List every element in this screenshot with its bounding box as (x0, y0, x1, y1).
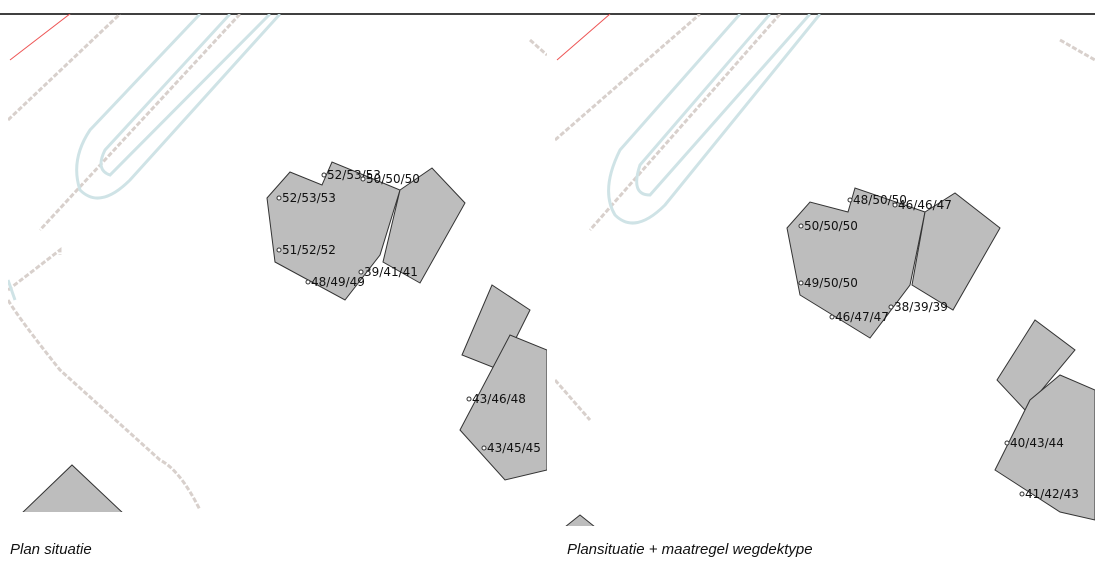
noise-label: 43/45/45 (487, 441, 541, 455)
receiver-point (276, 195, 282, 201)
noise-label: 46/46/47 (898, 198, 952, 212)
receiver-point (1004, 440, 1010, 446)
receiver-point (360, 176, 366, 182)
building (382, 167, 466, 284)
noise-label: 49/50/50 (804, 276, 858, 290)
building (565, 514, 595, 526)
noise-label: 50/50/50 (366, 172, 420, 186)
building (911, 192, 1001, 311)
receiver-point (276, 247, 282, 253)
caption: Plansituatie + maatregel wegdektype (567, 541, 813, 558)
receiver-point (847, 197, 853, 203)
road (8, 14, 547, 511)
boundary (556, 14, 611, 61)
receiver-point (829, 314, 835, 320)
noise-label: 41/42/43 (1025, 487, 1079, 501)
noise-label: 50/50/50 (804, 219, 858, 233)
noise-label: 46/47/47 (835, 310, 889, 324)
noise-label: 52/53/53 (327, 168, 381, 182)
receiver-point (888, 304, 894, 310)
receiver-point (1019, 491, 1025, 497)
receiver-point (321, 172, 327, 178)
noise-label: 52/53/53 (282, 191, 336, 205)
noise-label: 43/46/48 (472, 392, 526, 406)
receiver-point (305, 279, 311, 285)
boundary (9, 14, 71, 61)
building (22, 464, 123, 512)
map-panel (8, 14, 547, 512)
receiver-point (481, 445, 487, 451)
caption: Plan situatie (10, 541, 92, 558)
map-panel (555, 14, 1095, 526)
noise-label: 40/43/44 (1010, 436, 1064, 450)
building (994, 374, 1095, 521)
building (996, 319, 1076, 411)
noise-label: 39/41/41 (364, 265, 418, 279)
building (459, 334, 547, 481)
noise-label: 48/49/49 (311, 275, 365, 289)
noise-label: 38/39/39 (894, 300, 948, 314)
noise-label: 51/52/52 (282, 243, 336, 257)
receiver-point (358, 269, 364, 275)
road (8, 14, 282, 301)
receiver-point (466, 396, 472, 402)
receiver-point (798, 223, 804, 229)
road (607, 14, 822, 225)
receiver-point (892, 202, 898, 208)
building (461, 284, 531, 371)
receiver-point (798, 280, 804, 286)
